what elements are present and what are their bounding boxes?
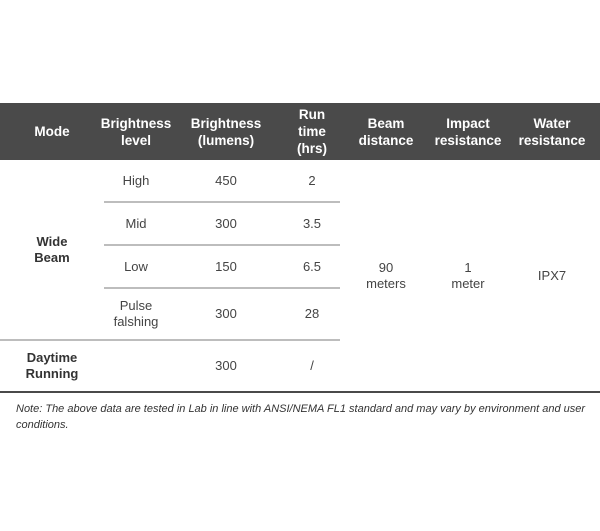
- run-time-cell: /: [310, 357, 314, 373]
- impact-resistance-cell: 1 meter: [451, 259, 485, 291]
- brightness-level-cell: [104, 340, 168, 391]
- brightness-level-cell: Low: [124, 258, 148, 274]
- row-divider: [104, 287, 340, 289]
- beam-distance-cell: 90 meters: [366, 259, 406, 291]
- lumens-cell: 300: [215, 306, 237, 321]
- row-divider: [104, 244, 340, 246]
- column-header: Run time (hrs): [297, 107, 327, 156]
- row-divider: [0, 339, 340, 341]
- row-divider: [104, 201, 340, 203]
- run-time-cell: 6.5: [302, 258, 322, 274]
- column-header: Water resistance: [518, 115, 586, 148]
- mode-cell: Daytime Running: [25, 349, 79, 381]
- column-header: Impact resistance: [434, 115, 502, 148]
- footnote: Note: The above data are tested in Lab i…: [16, 403, 586, 431]
- mode-cell: Wide Beam: [34, 234, 70, 265]
- column-header: Beam distance: [358, 115, 414, 148]
- run-time-cell: 28: [304, 306, 320, 321]
- table-bottom-border: [0, 391, 600, 393]
- lumens-cell: 450: [215, 173, 237, 188]
- lumens-cell: 300: [215, 215, 237, 231]
- brightness-level-cell: Mid: [125, 215, 147, 231]
- run-time-cell: 3.5: [302, 215, 322, 231]
- run-time-cell: 2: [308, 173, 316, 188]
- table-header: [0, 103, 600, 160]
- water-resistance-cell: IPX7: [537, 267, 567, 283]
- brightness-level-cell: High: [122, 173, 150, 188]
- column-header: Mode: [34, 124, 70, 139]
- brightness-level-cell: Pulse falshing: [113, 298, 159, 329]
- lumens-cell: 150: [215, 258, 237, 274]
- column-header: Brightness level: [100, 115, 172, 148]
- column-header: Brightness (lumens): [190, 115, 262, 148]
- lumens-cell: 300: [215, 357, 237, 373]
